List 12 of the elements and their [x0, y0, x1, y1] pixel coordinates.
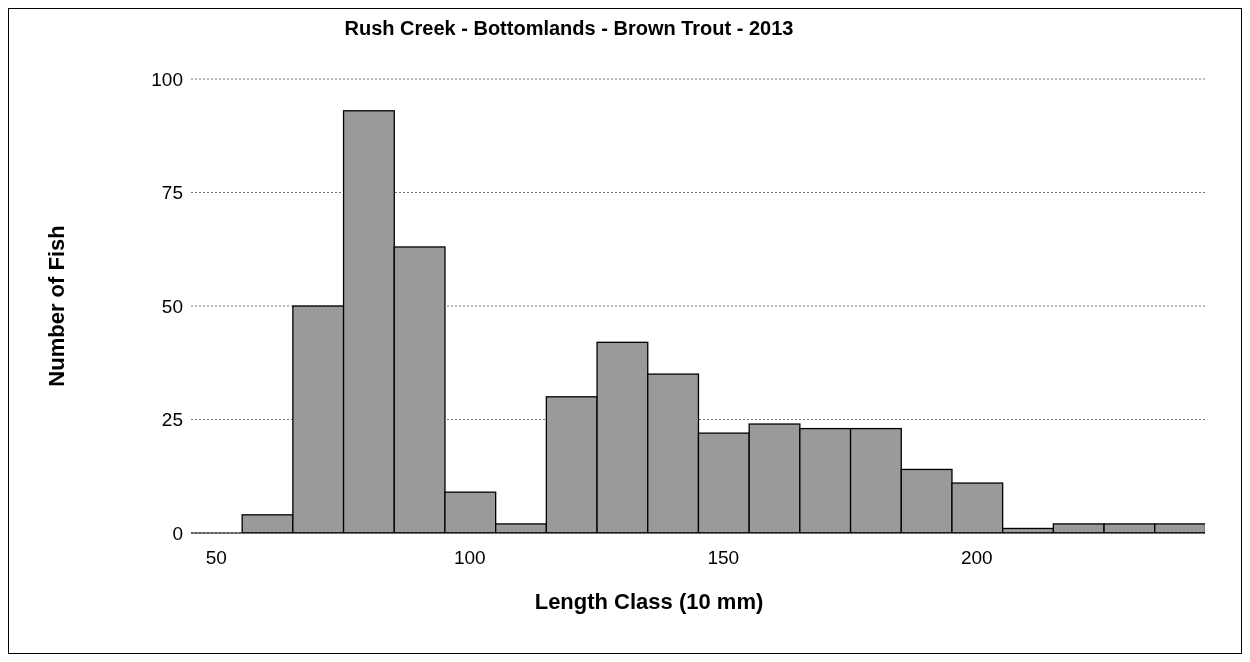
y-tick-label: 100 — [151, 68, 183, 90]
y-tick-label: 75 — [161, 182, 183, 204]
y-tick-label: 25 — [161, 409, 183, 431]
y-tick-label: 50 — [161, 295, 183, 317]
x-axis-title: Length Class (10 mm) — [533, 589, 765, 615]
x-tick-label: 100 — [454, 547, 486, 569]
chart-title: Rush Creek - Bottomlands - Brown Trout - 2013 — [343, 17, 795, 40]
y-tick-label: 0 — [172, 522, 183, 544]
x-tick-label: 50 — [205, 547, 227, 569]
x-tick-label: 200 — [961, 547, 993, 569]
y-axis-title: Number of Fish — [44, 225, 70, 387]
x-tick-label: 150 — [707, 547, 740, 569]
